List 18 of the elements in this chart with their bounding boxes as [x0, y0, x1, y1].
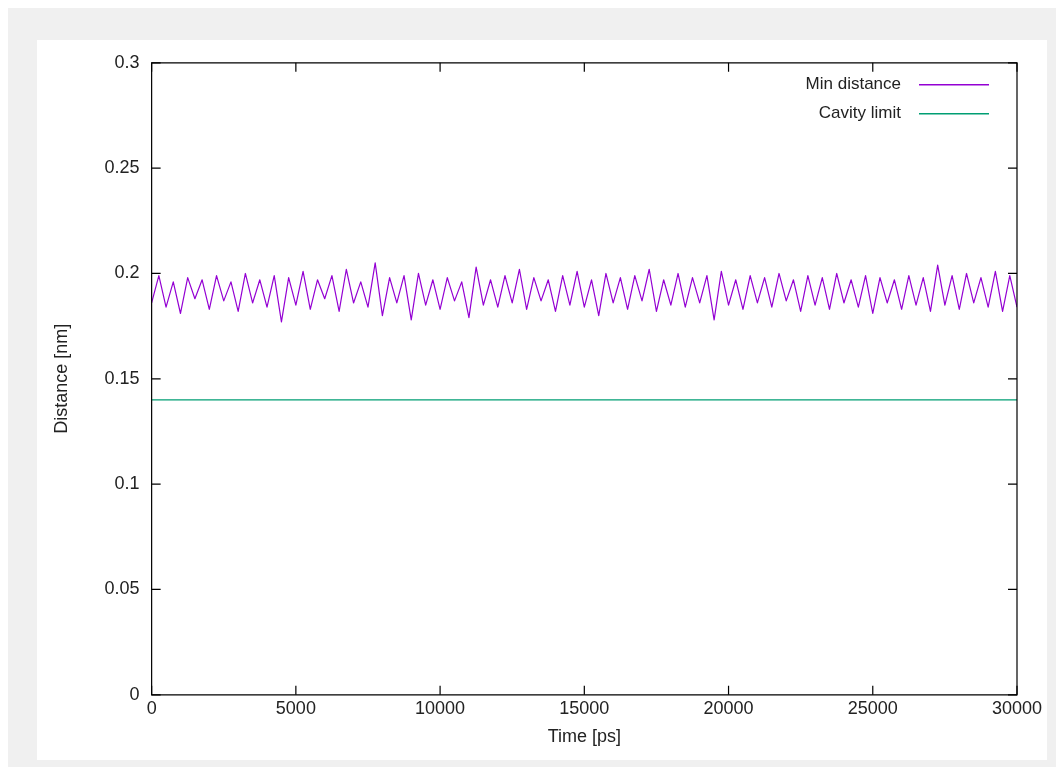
- y-tick-label: 0.2: [114, 262, 140, 283]
- y-axis-title: Distance [nm]: [50, 323, 71, 434]
- y-tick-label: 0.3: [114, 51, 140, 72]
- x-tick-label: 0: [146, 697, 157, 718]
- y-tick-label: 0: [129, 683, 140, 704]
- y-tick-label: 0.25: [104, 157, 140, 178]
- x-tick-label: 10000: [415, 697, 466, 718]
- x-tick-label: 25000: [847, 697, 898, 718]
- y-tick-label: 0.1: [114, 473, 140, 494]
- x-tick-label: 5000: [275, 697, 316, 718]
- x-axis-title: Time [ps]: [547, 726, 621, 747]
- x-tick-label: 15000: [559, 697, 610, 718]
- y-tick-label: 0.15: [104, 367, 140, 388]
- legend-label: Cavity limit: [818, 103, 902, 123]
- x-tick-label: 20000: [703, 697, 754, 718]
- y-tick-label: 0.05: [104, 578, 140, 599]
- x-tick-label: 30000: [991, 697, 1043, 718]
- legend-label: Min distance: [805, 74, 901, 94]
